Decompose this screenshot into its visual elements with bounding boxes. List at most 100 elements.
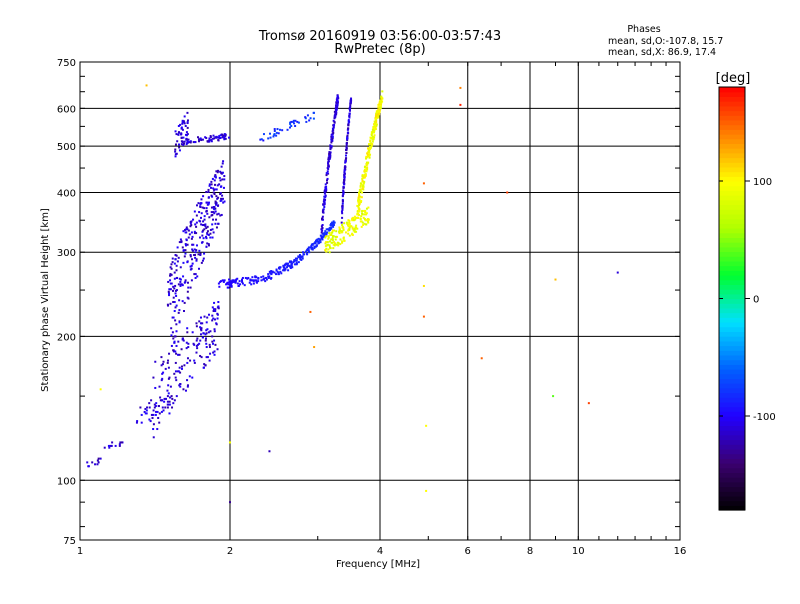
data-point-x (326, 243, 329, 246)
data-point-o (321, 227, 324, 230)
data-point-o (176, 260, 179, 263)
data-point-o (118, 444, 121, 447)
data-point-o (347, 123, 350, 126)
data-point-o (333, 114, 336, 117)
data-point-o (150, 413, 153, 416)
data-point-o (267, 137, 270, 140)
data-point-x (371, 135, 374, 138)
data-point-o (200, 327, 203, 330)
data-point-o (197, 202, 200, 205)
data-point-o (181, 337, 184, 340)
data-point-o (209, 236, 212, 239)
data-point-o (292, 260, 295, 263)
data-point-o (182, 249, 185, 252)
data-point-o (186, 228, 189, 231)
data-point-o (341, 195, 344, 198)
data-point-x (381, 100, 384, 103)
data-point-o (228, 283, 231, 286)
data-point-o (294, 119, 297, 122)
data-point-o (187, 138, 190, 141)
data-point-x (361, 179, 364, 182)
data-point-o (341, 206, 344, 209)
data-point-o (216, 197, 219, 200)
data-point-o (277, 273, 280, 276)
data-point-o (189, 225, 192, 228)
data-point-o (205, 321, 208, 324)
data-point-o (195, 204, 198, 207)
data-point-x (361, 187, 364, 190)
data-point-o (143, 410, 146, 413)
data-point-o (202, 195, 205, 198)
data-point-o (181, 122, 184, 125)
data-point-x (552, 395, 555, 398)
scatter-layer (86, 84, 619, 504)
data-point-o (201, 322, 204, 325)
data-point-x (380, 96, 383, 99)
colorbar-segment (719, 448, 745, 455)
data-point-o (223, 279, 226, 282)
data-point-x (358, 190, 361, 193)
data-point-o (325, 174, 328, 177)
data-point-o (206, 356, 209, 359)
data-point-o (193, 232, 196, 235)
data-point-o (319, 241, 322, 244)
data-point-o (255, 279, 258, 282)
data-point-o (181, 121, 184, 124)
data-point-o (215, 195, 218, 198)
data-point-o (346, 137, 349, 140)
data-point-o (177, 143, 180, 146)
data-point-o (214, 174, 217, 177)
data-point-o (177, 131, 180, 134)
data-point-o (347, 119, 350, 122)
data-point-x (334, 238, 337, 241)
data-point-o (342, 192, 345, 195)
data-point-o (199, 322, 202, 325)
data-point-o (179, 284, 182, 287)
data-point-o (349, 104, 352, 107)
data-point-o (174, 143, 177, 146)
data-point-o (182, 136, 185, 139)
data-point-o (323, 201, 326, 204)
data-point-o (184, 249, 187, 252)
colorbar: -100 0 100 (718, 86, 776, 511)
data-point-x (341, 226, 344, 229)
data-point-o (306, 114, 309, 117)
data-point-o (158, 421, 161, 424)
data-point-x (355, 230, 358, 233)
data-point-o (154, 386, 157, 389)
data-point-o (152, 423, 155, 426)
data-point-o (198, 342, 201, 345)
data-point-o (213, 208, 216, 211)
data-point-x (357, 197, 360, 200)
data-point-x (341, 241, 344, 244)
data-point-x (324, 242, 327, 245)
data-point-o (171, 261, 174, 264)
data-point-o (97, 457, 100, 460)
data-point-o (206, 225, 209, 228)
data-point-o (177, 283, 180, 286)
data-point-o (217, 204, 220, 207)
data-point-o (279, 270, 282, 273)
data-point-o (260, 279, 263, 282)
data-point-o (186, 261, 189, 264)
data-point-o (214, 222, 217, 225)
data-point-o (221, 133, 224, 136)
data-point-o (203, 228, 206, 231)
data-point-o (293, 263, 296, 266)
data-point-o (171, 397, 174, 400)
data-point-o (161, 363, 164, 366)
data-point-o (349, 102, 352, 105)
data-point-o (209, 228, 212, 231)
data-point-x (348, 225, 351, 228)
data-point-x (374, 126, 377, 129)
data-point-x (348, 222, 351, 225)
data-point-o (322, 208, 325, 211)
data-point-o (329, 156, 332, 159)
data-point-o (289, 123, 292, 126)
data-point-o (178, 366, 181, 369)
data-point-o (167, 304, 170, 307)
data-point-o (275, 131, 278, 134)
data-point-o (213, 179, 216, 182)
data-point-o (179, 371, 182, 374)
data-point-o (214, 210, 217, 213)
